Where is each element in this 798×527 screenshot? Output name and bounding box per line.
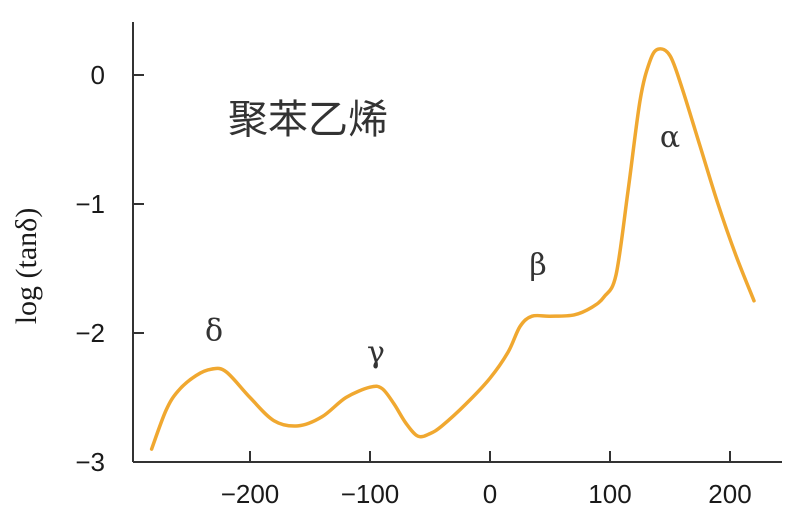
y-axis-label: log (tanδ) [10, 208, 43, 325]
y-tick-label: 0 [91, 60, 105, 90]
x-tick-label: −200 [221, 479, 280, 509]
chart-title: 聚苯乙烯 [228, 97, 388, 143]
y-tick-label: −2 [75, 318, 105, 348]
series-line [149, 47, 756, 451]
labels-layer: 聚苯乙烯 δ γ β α log (tanδ) [10, 97, 680, 371]
peak-label: γ [367, 336, 385, 371]
x-tick-label: −100 [341, 479, 400, 509]
series-layer [149, 47, 756, 451]
peak-label: δ [205, 314, 223, 349]
y-tick-label: −3 [75, 447, 105, 477]
peak-label: α [660, 120, 680, 155]
peak-label: β [529, 248, 546, 283]
x-tick-label: 0 [483, 479, 497, 509]
axes [132, 22, 782, 463]
x-tick-label: 200 [708, 479, 751, 509]
y-tick-label: −1 [75, 189, 105, 219]
ticks: −200 −100 0 100 200 0 −1 −2 −3 [75, 60, 751, 509]
x-tick-label: 100 [588, 479, 631, 509]
